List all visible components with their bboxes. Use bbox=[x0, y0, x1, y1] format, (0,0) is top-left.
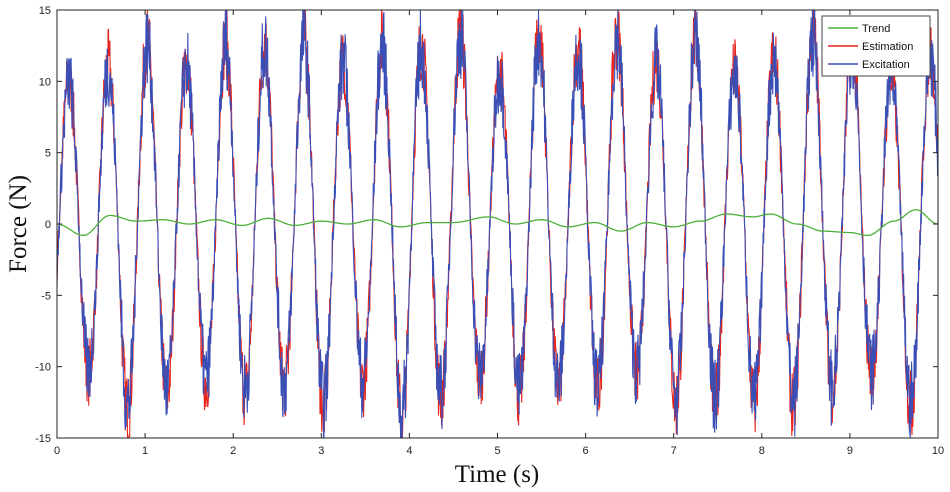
legend-label-trend: Trend bbox=[862, 23, 890, 35]
x-tick-label: 2 bbox=[230, 445, 236, 457]
x-tick-label: 10 bbox=[932, 445, 944, 457]
x-tick-label: 3 bbox=[318, 445, 324, 457]
y-tick-label: 15 bbox=[39, 5, 51, 17]
y-tick-label: 5 bbox=[45, 148, 51, 160]
x-tick-label: 7 bbox=[671, 445, 677, 457]
x-tick-label: 4 bbox=[406, 445, 412, 457]
x-tick-label: 8 bbox=[759, 445, 765, 457]
chart-legend: Trend Estimation Excitation bbox=[821, 15, 931, 77]
trend-line bbox=[57, 209, 938, 237]
y-tick-label: 0 bbox=[45, 219, 51, 231]
y-axis-label: Force (N) bbox=[5, 175, 32, 273]
y-tick-label: 10 bbox=[39, 76, 51, 88]
x-axis-label: Time (s) bbox=[455, 461, 540, 488]
y-tick-label: -10 bbox=[35, 362, 51, 374]
y-tick-label: -5 bbox=[41, 290, 51, 302]
x-tick-label: 1 bbox=[142, 445, 148, 457]
y-tick-label: -15 bbox=[35, 433, 51, 445]
x-tick-label: 6 bbox=[583, 445, 589, 457]
x-tick-label: 9 bbox=[847, 445, 853, 457]
legend-label-excitation: Excitation bbox=[862, 59, 910, 71]
legend-label-estimation: Estimation bbox=[862, 41, 913, 53]
excitation-line bbox=[57, 10, 938, 438]
x-tick-label: 0 bbox=[54, 445, 60, 457]
x-tick-label: 5 bbox=[494, 445, 500, 457]
